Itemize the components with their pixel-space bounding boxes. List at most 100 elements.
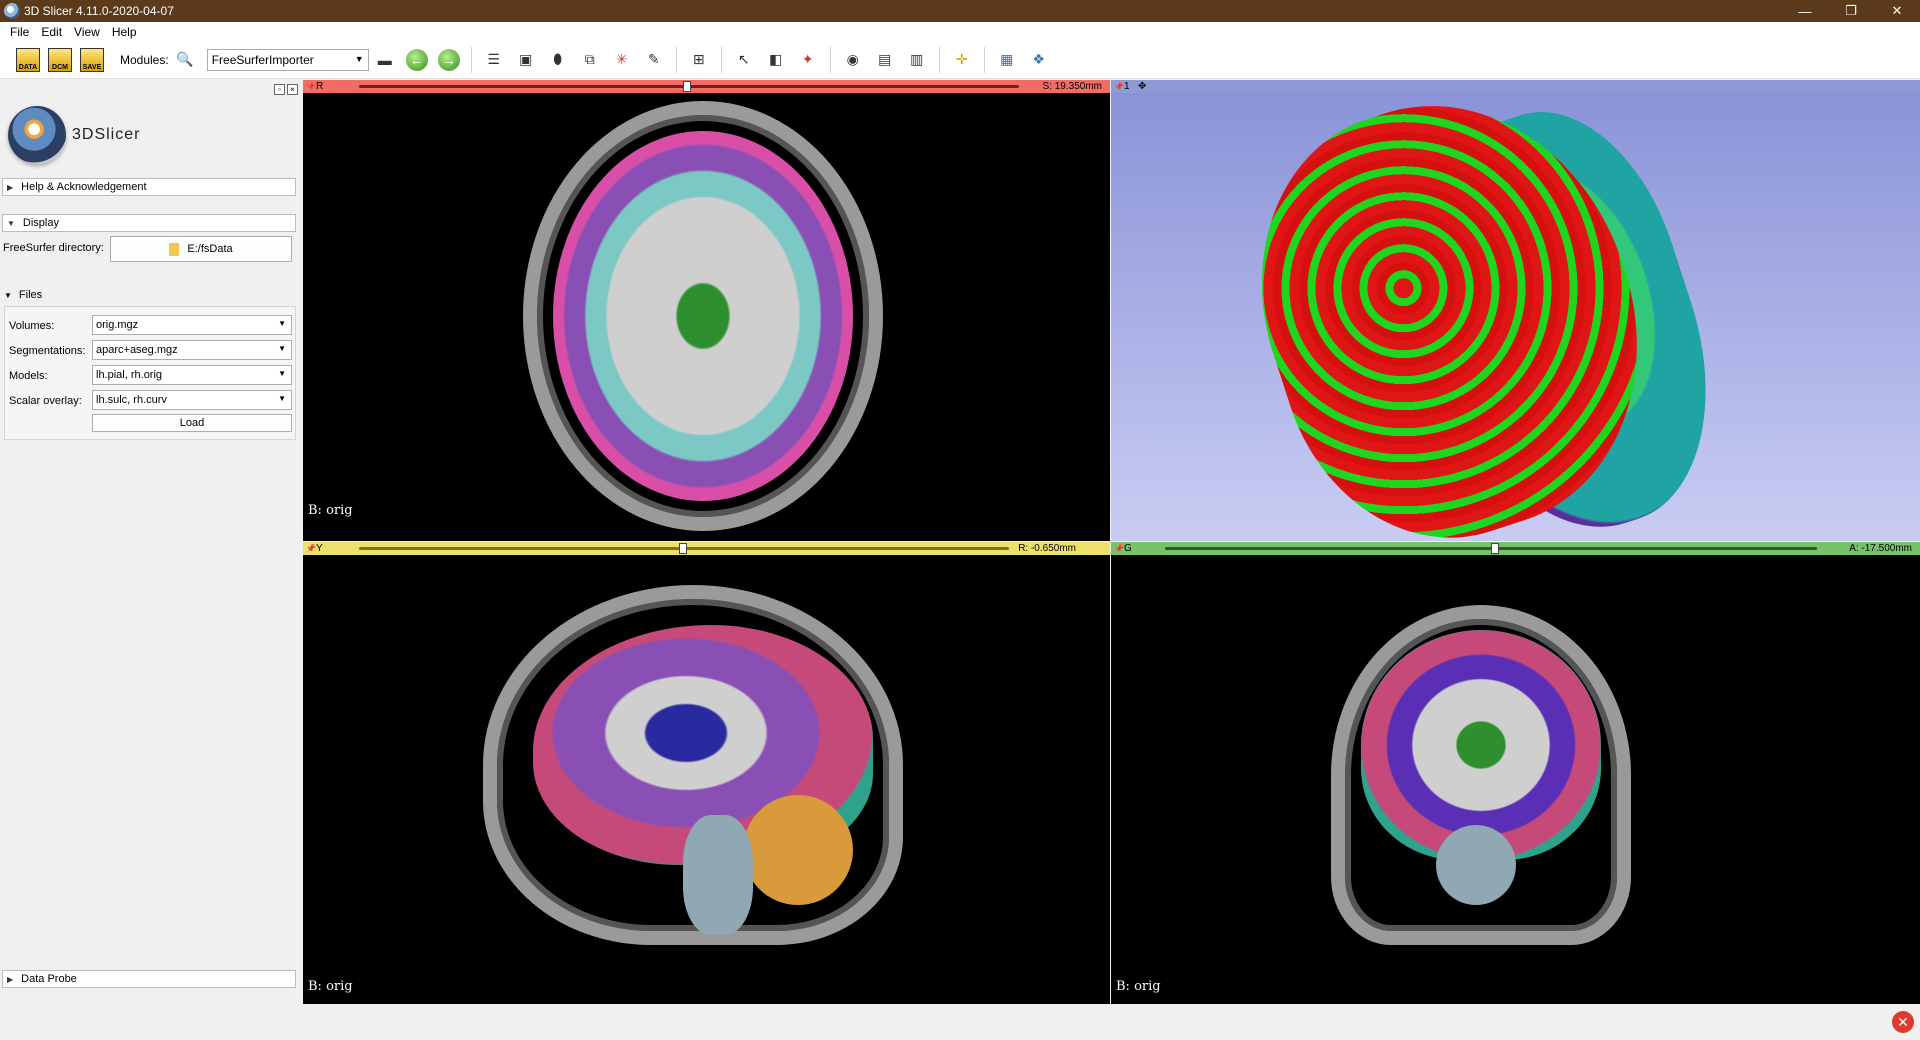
red-view-letter: R bbox=[316, 81, 324, 92]
data-module-icon[interactable]: ☰ bbox=[487, 51, 500, 67]
save-button[interactable]: SAVE bbox=[80, 47, 104, 72]
freesurfer-dir-label: FreeSurfer directory: bbox=[3, 242, 104, 254]
yellow-slice-view[interactable]: B: orig bbox=[303, 555, 1110, 1004]
yellow-slice-slider-thumb[interactable] bbox=[679, 543, 687, 554]
green-slice-slider-thumb[interactable] bbox=[1491, 543, 1499, 554]
cerebellum-segment bbox=[743, 795, 853, 905]
forward-arrow-icon[interactable]: → bbox=[437, 48, 460, 71]
yellow-slice-controller: 📌 Y R: -0.650mm bbox=[303, 542, 1110, 555]
red-slice-controller: 📌 R S: 19.350mm bbox=[303, 80, 1110, 93]
expand-triangle-icon: ▶ bbox=[7, 974, 14, 984]
module-panel: ▫ × 3DSlicer ▶ Help & Acknowledgement ▼ … bbox=[0, 80, 302, 1004]
menu-edit[interactable]: Edit bbox=[41, 24, 63, 39]
menu-file[interactable]: File bbox=[10, 24, 30, 39]
load-data-button[interactable]: DATA bbox=[16, 47, 40, 72]
python-console-icon[interactable]: ❖ bbox=[1032, 51, 1045, 67]
volumes-combo[interactable]: orig.mgz ▼ bbox=[92, 315, 292, 335]
help-section-label: Help & Acknowledgement bbox=[21, 181, 147, 193]
models-module-icon[interactable]: ⬮ bbox=[553, 51, 563, 67]
module-selected: FreeSurferImporter bbox=[211, 52, 314, 67]
folder-icon bbox=[169, 242, 180, 256]
green-slice-view[interactable]: B: orig bbox=[1111, 555, 1920, 1004]
collapse-triangle-icon: ▼ bbox=[7, 218, 15, 228]
minimize-button[interactable]: — bbox=[1798, 3, 1812, 19]
menu-view[interactable]: View bbox=[74, 24, 100, 39]
models-value: lh.pial, rh.orig bbox=[96, 369, 163, 381]
undock-panel-button[interactable]: ▫ bbox=[274, 84, 285, 95]
yellow-view-background-label: B: orig bbox=[308, 979, 353, 994]
dcm-label: DCM bbox=[52, 63, 68, 71]
models-combo[interactable]: lh.pial, rh.orig ▼ bbox=[92, 365, 292, 385]
save-label: SAVE bbox=[82, 63, 102, 71]
scene-view-add-icon[interactable]: ▥ bbox=[910, 51, 924, 67]
layout-icon[interactable]: ⊞ bbox=[692, 51, 705, 67]
toolbar-separator bbox=[470, 46, 472, 73]
display-section-label: Display bbox=[22, 217, 59, 229]
red-slice-offset: S: 19.350mm bbox=[1042, 81, 1102, 92]
menu-help[interactable]: Help bbox=[111, 24, 137, 39]
freesurfer-dir-button[interactable]: E:/fsData bbox=[110, 236, 292, 262]
window-level-icon[interactable]: ◧ bbox=[769, 51, 783, 67]
threed-view[interactable] bbox=[1111, 93, 1920, 541]
extensions-manager-icon[interactable]: ▦ bbox=[1000, 51, 1014, 67]
segmentations-combo[interactable]: aparc+aseg.mgz ▼ bbox=[92, 340, 292, 360]
segmentations-value: aparc+aseg.mgz bbox=[96, 344, 178, 356]
error-log-icon[interactable]: ✕ bbox=[1892, 1011, 1914, 1033]
pin-icon[interactable]: 📌 bbox=[1114, 544, 1124, 553]
scalar-overlay-value: lh.sulc, rh.curv bbox=[96, 394, 167, 406]
threed-view-controller: 📌 1 ✥ bbox=[1111, 80, 1920, 93]
module-list-icon[interactable]: ▬ bbox=[377, 51, 392, 68]
red-slice-slider-thumb[interactable] bbox=[683, 81, 691, 92]
close-panel-button[interactable]: × bbox=[287, 84, 298, 95]
module-selector[interactable]: FreeSurferImporter ▼ bbox=[206, 48, 369, 71]
pin-icon[interactable]: 📌 bbox=[1114, 82, 1124, 91]
restore-button[interactable]: ❐ bbox=[1845, 3, 1857, 18]
pin-icon[interactable]: 📌 bbox=[306, 82, 316, 91]
files-section-header[interactable]: ▼ Files bbox=[4, 289, 42, 301]
green-view-background-label: B: orig bbox=[1116, 979, 1161, 994]
place-fiducial-icon[interactable]: ✦ bbox=[801, 51, 814, 67]
load-button[interactable]: Load bbox=[92, 414, 292, 432]
modules-label: Modules: bbox=[120, 52, 169, 67]
pin-icon[interactable]: 📌 bbox=[306, 544, 316, 553]
green-slice-controller: 📌 G A: -17.500mm bbox=[1111, 542, 1920, 555]
dicom-button[interactable]: DCM bbox=[48, 47, 72, 72]
threed-view-letter: 1 bbox=[1124, 81, 1130, 92]
segment-editor-icon[interactable]: ✎ bbox=[647, 51, 660, 67]
screenshot-icon[interactable]: ◉ bbox=[846, 51, 859, 67]
markups-module-icon[interactable]: ✳ bbox=[615, 51, 628, 67]
transforms-module-icon[interactable]: ⧉ bbox=[584, 51, 595, 67]
menu-bar: File Edit View Help bbox=[0, 22, 1920, 41]
data-probe-section-header[interactable]: ▶ Data Probe bbox=[2, 970, 296, 988]
axial-segmentation bbox=[553, 131, 853, 501]
display-section-header[interactable]: ▼ Display bbox=[2, 214, 296, 232]
title-bar: 3D Slicer 4.11.0-2020-04-07 — ❐ ✕ bbox=[0, 0, 1920, 22]
volumes-module-icon[interactable]: ▣ bbox=[519, 51, 533, 67]
files-section-label: Files bbox=[18, 289, 43, 301]
center-view-icon[interactable]: ✥ bbox=[1138, 81, 1147, 92]
toolbar-separator bbox=[983, 46, 985, 73]
close-window-button[interactable]: ✕ bbox=[1891, 3, 1903, 18]
green-view-letter: G bbox=[1124, 543, 1132, 554]
status-bar bbox=[0, 1004, 1920, 1040]
chevron-down-icon: ▼ bbox=[354, 53, 364, 64]
module-search-icon[interactable]: 🔍 bbox=[175, 51, 194, 67]
yellow-view-letter: Y bbox=[316, 543, 323, 554]
data-label: DATA bbox=[18, 63, 38, 71]
crosshair-icon[interactable]: ✛ bbox=[955, 51, 968, 67]
segmentations-label: Segmentations: bbox=[9, 345, 86, 357]
volumes-label: Volumes: bbox=[9, 320, 55, 332]
chevron-down-icon: ▼ bbox=[278, 344, 286, 353]
back-arrow-icon[interactable]: ← bbox=[405, 48, 428, 71]
red-slice-view[interactable]: B: orig bbox=[303, 93, 1110, 541]
toolbar-separator bbox=[938, 46, 940, 73]
pointer-icon[interactable]: ↖ bbox=[737, 51, 750, 67]
slicer-logo-text: 3DSlicer bbox=[72, 126, 141, 143]
scene-view-icon[interactable]: ▤ bbox=[878, 51, 892, 67]
toolbar-separator bbox=[720, 46, 722, 73]
help-section-header[interactable]: ▶ Help & Acknowledgement bbox=[2, 178, 296, 196]
data-probe-section-label: Data Probe bbox=[21, 973, 77, 985]
green-slice-offset: A: -17.500mm bbox=[1849, 543, 1912, 554]
scalar-overlay-combo[interactable]: lh.sulc, rh.curv ▼ bbox=[92, 390, 292, 410]
main-toolbar: DATA DCM SAVE Modules: 🔍 FreeSurferImpor… bbox=[0, 41, 1920, 79]
